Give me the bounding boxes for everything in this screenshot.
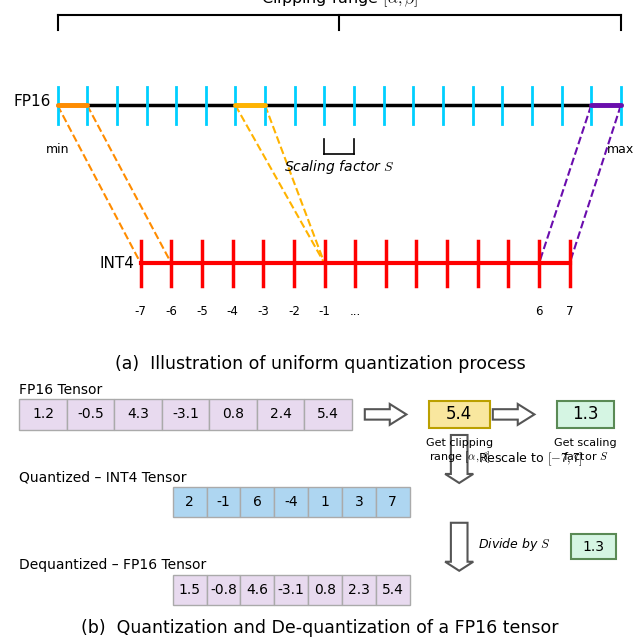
FancyBboxPatch shape [207,487,241,517]
Text: -2: -2 [288,305,300,318]
Text: Rescale to $[-7,7]$: Rescale to $[-7,7]$ [479,450,583,468]
Text: (b)  Quantization and De-quantization of a FP16 tensor: (b) Quantization and De-quantization of … [81,619,559,637]
Text: 5.4: 5.4 [317,408,339,422]
Text: -0.8: -0.8 [210,583,237,597]
Text: -6: -6 [166,305,177,318]
Text: -3.1: -3.1 [278,583,305,597]
Text: 2.3: 2.3 [348,583,370,597]
Text: -7: -7 [135,305,147,318]
FancyBboxPatch shape [342,575,376,605]
Text: -4: -4 [227,305,239,318]
Polygon shape [445,523,474,571]
Text: 1: 1 [321,495,330,509]
Text: -3: -3 [257,305,269,318]
Text: -1: -1 [217,495,230,509]
FancyBboxPatch shape [572,535,616,559]
FancyBboxPatch shape [257,399,305,429]
Text: INT4: INT4 [100,256,134,271]
Text: max: max [607,143,634,156]
Text: 4.3: 4.3 [127,408,149,422]
FancyBboxPatch shape [376,575,410,605]
FancyBboxPatch shape [557,401,614,428]
Text: 2: 2 [186,495,194,509]
Text: -0.5: -0.5 [77,408,104,422]
FancyBboxPatch shape [308,487,342,517]
FancyBboxPatch shape [19,399,67,429]
Text: FP16 Tensor: FP16 Tensor [19,383,102,397]
Text: 1.5: 1.5 [179,583,201,597]
FancyBboxPatch shape [429,401,490,428]
Text: 7: 7 [388,495,397,509]
FancyBboxPatch shape [162,399,209,429]
Text: 6: 6 [253,495,262,509]
FancyBboxPatch shape [376,487,410,517]
Text: Clipping range $[\alpha, \beta]$: Clipping range $[\alpha, \beta]$ [260,0,418,10]
Text: 6: 6 [535,305,543,318]
Text: -1: -1 [319,305,330,318]
Text: 7: 7 [566,305,573,318]
FancyBboxPatch shape [305,399,352,429]
FancyBboxPatch shape [207,575,241,605]
Text: 5.4: 5.4 [446,405,472,424]
Polygon shape [445,435,474,483]
Text: Dequantized – FP16 Tensor: Dequantized – FP16 Tensor [19,558,207,572]
Text: 5.4: 5.4 [381,583,404,597]
FancyBboxPatch shape [209,399,257,429]
Text: -5: -5 [196,305,208,318]
Text: (a)  Illustration of uniform quantization process: (a) Illustration of uniform quantization… [115,355,525,373]
Text: FP16: FP16 [14,94,51,109]
FancyBboxPatch shape [173,575,207,605]
Text: 1.3: 1.3 [572,405,599,424]
Polygon shape [365,404,406,425]
Text: Quantized – INT4 Tensor: Quantized – INT4 Tensor [19,470,187,484]
FancyBboxPatch shape [173,487,207,517]
Text: 1.3: 1.3 [582,540,605,554]
FancyBboxPatch shape [241,487,275,517]
FancyBboxPatch shape [115,399,162,429]
Text: 4.6: 4.6 [246,583,268,597]
FancyBboxPatch shape [241,575,275,605]
Text: 0.8: 0.8 [222,408,244,422]
Polygon shape [493,404,534,425]
Text: 1.2: 1.2 [32,408,54,422]
Text: min: min [46,143,69,156]
FancyBboxPatch shape [67,399,115,429]
Text: Scaling factor $S$: Scaling factor $S$ [284,158,395,176]
Text: Divide by $S$: Divide by $S$ [479,535,552,553]
Text: 2.4: 2.4 [269,408,292,422]
FancyBboxPatch shape [342,487,376,517]
FancyBboxPatch shape [308,575,342,605]
Text: -3.1: -3.1 [172,408,199,422]
Text: -4: -4 [284,495,298,509]
Text: Get clipping
range $[\alpha, \beta]$: Get clipping range $[\alpha, \beta]$ [426,438,493,465]
Text: 3: 3 [355,495,364,509]
Text: Get scaling
factor $S$: Get scaling factor $S$ [554,438,617,462]
Text: ...: ... [349,305,361,318]
Text: 0.8: 0.8 [314,583,336,597]
FancyBboxPatch shape [275,575,308,605]
FancyBboxPatch shape [275,487,308,517]
